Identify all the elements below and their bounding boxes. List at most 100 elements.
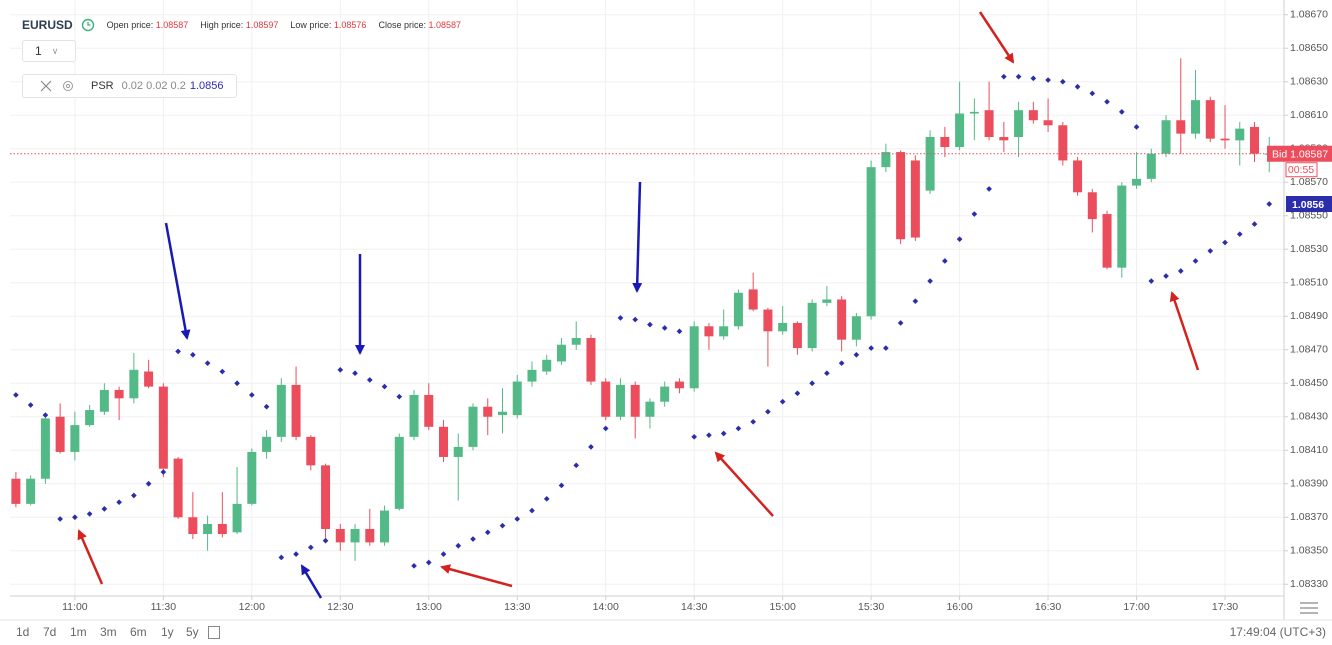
candle-body: [173, 458, 183, 518]
range-button[interactable]: 5y: [186, 625, 199, 639]
x-tick-label: 13:30: [504, 601, 530, 613]
psar-dot: [204, 360, 211, 366]
psar-dot: [750, 418, 756, 425]
psar-dot: [190, 351, 196, 358]
candle-body: [144, 371, 154, 387]
candle-body: [763, 309, 773, 332]
candle-body: [453, 446, 463, 457]
x-tick-label: 16:30: [1035, 601, 1061, 613]
footer: 17:49:04 (UTC+3) 1d 7d 1m 3m 6m 1y 5y: [0, 622, 1332, 642]
candle-body: [792, 322, 802, 349]
candle-body: [1058, 125, 1068, 161]
candle-body: [527, 369, 537, 382]
psar-dot: [573, 462, 580, 469]
psar-dot: [1074, 83, 1081, 90]
x-tick-label: 13:00: [416, 601, 442, 613]
arrow: [978, 11, 1015, 64]
candle-body: [1161, 120, 1171, 154]
psar-dot: [219, 368, 226, 375]
field-label: Close price:: [378, 20, 426, 30]
candle-body: [321, 465, 331, 529]
psar-dot: [691, 434, 698, 440]
candle-body: [910, 160, 920, 238]
y-tick-label: 1.08670: [1290, 8, 1328, 20]
ohlc-fields: Open price: 1.08587 High price: 1.08597 Lo…: [107, 20, 473, 30]
candle-body: [335, 528, 345, 543]
ohlc-field: Close price: 1.08587: [378, 20, 461, 30]
indicator-controls[interactable]: [37, 77, 77, 97]
psar-dot: [1133, 124, 1140, 130]
interval-select[interactable]: 1 ∨: [22, 40, 76, 62]
candle-body: [866, 167, 876, 317]
candle-body: [542, 359, 552, 372]
candle-body: [40, 418, 50, 479]
range-button[interactable]: 7d: [43, 625, 57, 639]
psar-dot: [1089, 90, 1096, 97]
psar-dot: [927, 278, 933, 284]
psar-dot: [1251, 221, 1258, 227]
y-tick-label: 1.08370: [1290, 511, 1328, 523]
settings-icon[interactable]: [1300, 602, 1318, 614]
countdown: 00:55: [1288, 164, 1314, 176]
candle-body: [645, 401, 655, 417]
candle-body: [1043, 120, 1053, 126]
indicator-tag: [1286, 196, 1332, 212]
candle-body: [11, 478, 21, 504]
candle-body: [571, 338, 581, 345]
psar-dot: [86, 511, 93, 517]
psar-dot: [101, 506, 108, 512]
y-tick-label: 1.08610: [1290, 109, 1328, 121]
psar-dot: [455, 542, 462, 549]
candle-body: [660, 386, 670, 402]
psar-dot: [425, 559, 432, 566]
candle-body: [955, 113, 965, 148]
psar-dot: [175, 348, 181, 355]
candle-body: [601, 381, 611, 417]
psar-dot: [1163, 273, 1169, 279]
range-button[interactable]: 3m: [100, 625, 117, 639]
candle-body: [969, 111, 979, 114]
candle-body: [217, 523, 227, 535]
psar-dot: [883, 345, 889, 351]
psar-dot: [293, 551, 299, 557]
psar-dot: [868, 345, 874, 351]
psar-dot: [779, 398, 786, 405]
psar-dot: [838, 360, 845, 366]
candle-body: [556, 344, 566, 362]
psar-dot: [1192, 258, 1199, 264]
clock-icon[interactable]: [81, 18, 95, 32]
candle-body: [1250, 126, 1260, 154]
range-button[interactable]: 6m: [130, 625, 147, 639]
psar-dot: [1207, 248, 1214, 254]
psar-dot: [765, 408, 771, 415]
candle-body: [55, 416, 65, 452]
range-button[interactable]: 1y: [161, 625, 174, 639]
x-tick-label: 15:00: [770, 601, 796, 613]
candle-body: [99, 389, 109, 412]
candle-body: [1014, 110, 1024, 137]
symbol[interactable]: EURUSD: [22, 18, 73, 32]
range-button[interactable]: 1d: [16, 625, 30, 639]
arrow: [632, 181, 643, 293]
candle-body: [380, 510, 390, 543]
calendar-button[interactable]: [208, 626, 220, 639]
candle-body: [497, 411, 507, 416]
psar-dot: [1104, 98, 1110, 105]
psar-dot: [912, 298, 919, 304]
psar-dot: [1266, 201, 1273, 207]
candle-body: [630, 384, 640, 417]
psar-dot: [160, 469, 167, 475]
psar-dot: [278, 554, 285, 561]
psar-dot: [809, 380, 815, 387]
psar-dot: [1001, 73, 1007, 80]
indicator-name: PSR: [91, 80, 114, 92]
arrow: [164, 222, 191, 340]
range-button[interactable]: 1m: [70, 625, 87, 639]
candle-body: [822, 299, 832, 303]
psar-dot: [381, 383, 388, 390]
y-tick-label: 1.08510: [1290, 277, 1328, 289]
candle-body: [689, 326, 699, 389]
candle-body: [1205, 100, 1215, 139]
x-tick-label: 12:00: [239, 601, 265, 613]
